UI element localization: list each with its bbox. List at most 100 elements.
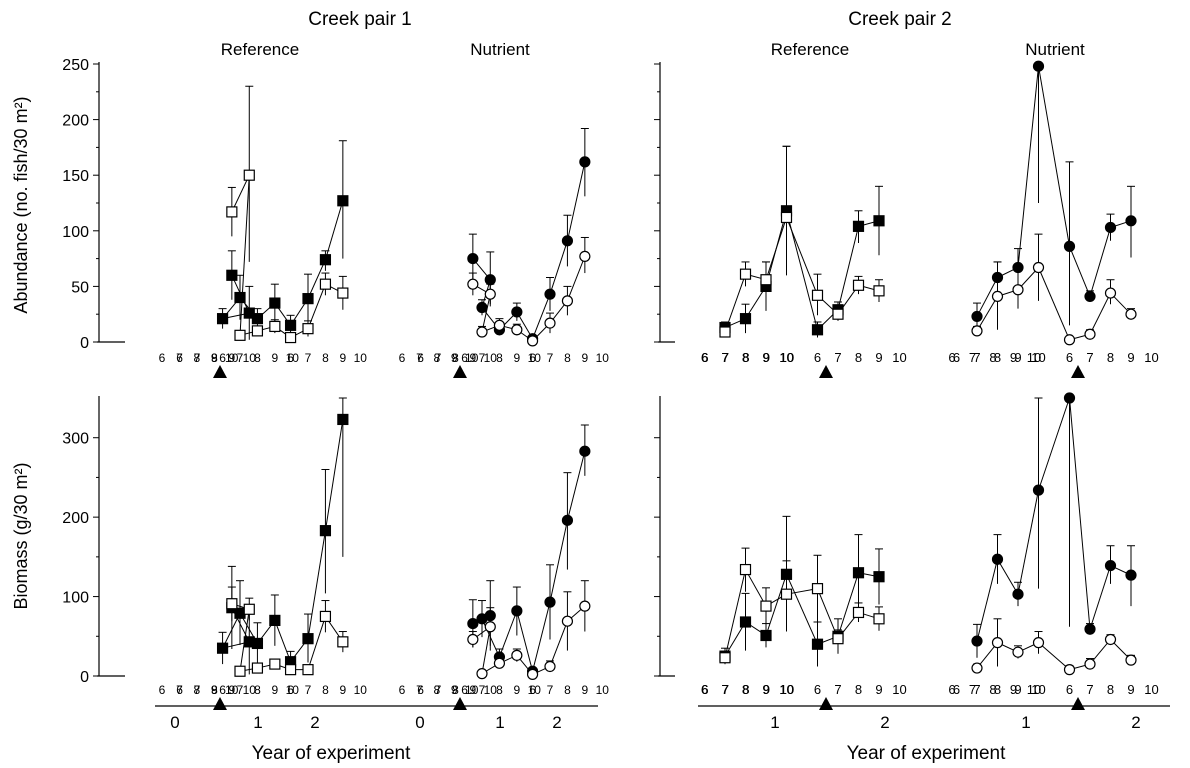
series-line [1069, 397, 1091, 630]
series-line [997, 558, 1019, 595]
group-title-p1-reference: Reference [221, 40, 299, 59]
data-point [852, 279, 865, 291]
series-line [324, 419, 344, 531]
month-tick-label: 9 [1127, 350, 1134, 365]
month-tick-label: 9 [1014, 350, 1021, 365]
month-tick-label: 6 [701, 350, 708, 365]
data-point [579, 156, 591, 168]
series-circle-open [971, 233, 1137, 346]
year-label: 2 [310, 713, 319, 732]
data-point [476, 668, 488, 680]
month-tick-label: 8 [994, 350, 1001, 365]
y-tick-label-150: 150 [62, 168, 89, 185]
month-tick-label: 6 [529, 683, 536, 697]
data-point [1012, 284, 1024, 296]
month-tick-label: 7 [722, 350, 729, 365]
month-tick-label: 8 [211, 683, 218, 697]
series-line [1089, 227, 1111, 297]
month-tick-label: 6 [953, 350, 960, 365]
series-square-open [226, 586, 349, 677]
data-point [971, 325, 983, 337]
series-line [745, 569, 767, 607]
data-point [243, 603, 255, 615]
data-point [991, 290, 1004, 303]
data-point [284, 319, 297, 331]
series-line [976, 559, 998, 642]
data-point [1104, 287, 1117, 299]
data-point [251, 662, 264, 674]
series-line [566, 161, 586, 241]
series-line [239, 609, 250, 672]
data-point [832, 633, 844, 645]
month-tick-label: 9 [762, 682, 769, 697]
month-tick-label: 6 [1066, 350, 1073, 365]
data-point [760, 274, 772, 286]
month-tick-label: 7 [237, 351, 244, 365]
year-label: 2 [1131, 713, 1140, 732]
month-tick-label: 6 [948, 682, 955, 697]
month-tick-label: 9 [470, 683, 477, 697]
data-point [739, 313, 752, 325]
month-tick-label: 10 [354, 683, 368, 697]
series-line [549, 621, 568, 667]
month-tick-label: 10 [780, 682, 794, 697]
data-point [511, 649, 523, 661]
month-tick-label: 8 [211, 351, 218, 365]
month-tick-label: 7 [176, 683, 183, 697]
data-point [852, 567, 865, 579]
panel-4: 6 7 8 9 10 6 7 8 9 10 6 7 8 9 10 6 7 8 9 106 7 8 9 10 6 7 8 9 101 12 2 [654, 392, 1170, 732]
month-tick-label: 7 [237, 683, 244, 697]
data-point [1104, 221, 1117, 234]
data-point [234, 607, 246, 619]
month-tick-label: 9 [211, 683, 218, 697]
data-point [544, 317, 556, 329]
data-point [991, 553, 1004, 565]
data-point [467, 633, 479, 646]
data-point [319, 278, 332, 290]
data-point [760, 600, 772, 612]
data-point [476, 326, 488, 338]
series-line [1038, 642, 1070, 671]
series-line [239, 175, 250, 336]
data-point [1063, 334, 1076, 346]
x-axis-title-pair-1: Year of experiment [252, 743, 412, 764]
data-point [234, 291, 246, 304]
treatment-arrow [1071, 365, 1085, 378]
series-line [307, 530, 326, 639]
creek-pair-1-title: Creek pair 1 [308, 9, 412, 30]
series-line [976, 296, 998, 332]
month-tick-label: 9 [582, 351, 589, 365]
month-tick-label: 8 [855, 682, 862, 697]
data-point [1063, 664, 1076, 676]
month-tick-label: 6 [399, 683, 406, 697]
series-line [724, 274, 746, 333]
month-tick-label: 8 [322, 351, 329, 365]
series-line [1089, 292, 1111, 335]
group-title-p2-reference: Reference [771, 40, 849, 59]
series-line [532, 602, 551, 672]
series-line [976, 277, 998, 317]
month-tick-label: 8 [1107, 350, 1114, 365]
month-tick-label: 7 [435, 351, 442, 365]
year-label: 1 [253, 713, 262, 732]
month-tick-label: 9 [514, 683, 521, 697]
data-point [561, 615, 574, 627]
month-tick-label: 7 [973, 350, 980, 365]
series-line [481, 626, 491, 674]
month-tick-label: 9 [272, 351, 279, 365]
month-tick-label: 6 [176, 683, 183, 697]
month-tick-label: 7 [973, 682, 980, 697]
data-point [852, 220, 865, 232]
month-tick-label: 6 [159, 351, 166, 365]
data-point [284, 664, 297, 676]
series-line [566, 451, 586, 521]
series-square-filled [216, 140, 349, 340]
data-point [251, 313, 264, 325]
month-tick-label: 9 [451, 351, 458, 365]
data-point [544, 288, 556, 300]
data-point [216, 313, 229, 325]
panel-2: 6 7 8 9 10 6 7 8 9 10 6 7 8 9 10 6 7 8 9 106 7 8 9 10 6 7 8 9 10 [654, 60, 1159, 378]
data-point [251, 325, 264, 337]
month-tick-label: 10 [484, 351, 498, 365]
